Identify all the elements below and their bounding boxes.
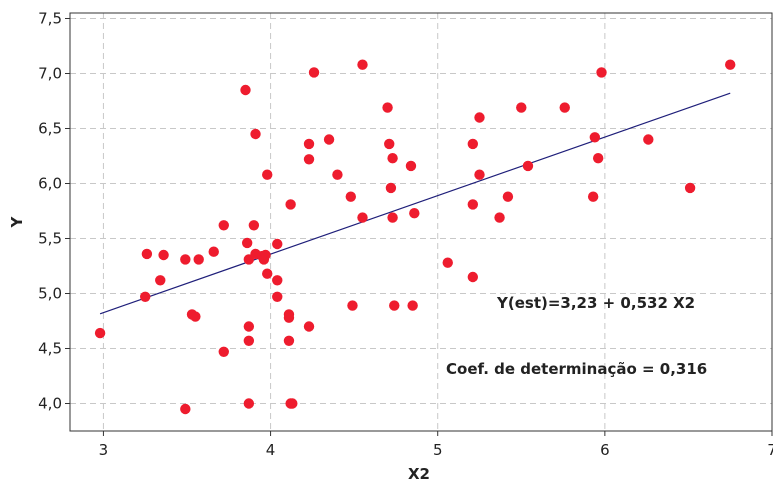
- y-tick-label: 4,0: [38, 395, 62, 413]
- data-point: [308, 67, 320, 78]
- data-point: [516, 102, 527, 113]
- data-point: [272, 238, 283, 250]
- data-point: [442, 257, 453, 268]
- data-point: [387, 212, 398, 223]
- data-point: [494, 212, 505, 223]
- regression-equation: Y(est)=3,23 + 0,532 X2: [496, 294, 695, 312]
- data-point: [243, 398, 255, 409]
- data-point: [272, 275, 283, 286]
- data-point: [248, 220, 260, 231]
- data-point: [193, 254, 204, 265]
- x-tick-label: 7: [767, 441, 773, 459]
- data-point: [382, 102, 393, 113]
- data-point: [384, 138, 395, 150]
- data-point: [243, 321, 255, 332]
- data-point: [140, 291, 151, 302]
- data-point: [474, 169, 485, 180]
- y-tick-label: 6,0: [38, 175, 62, 193]
- data-point: [303, 321, 315, 332]
- data-point: [347, 300, 358, 311]
- data-point: [323, 134, 335, 145]
- data-point: [559, 102, 570, 113]
- data-point: [218, 346, 229, 357]
- y-tick-label: 5,5: [38, 230, 62, 248]
- y-tick-label: 4,5: [38, 340, 62, 358]
- data-point: [474, 112, 485, 123]
- data-point: [385, 182, 397, 194]
- regression-line: [99, 92, 731, 315]
- data-point: [345, 191, 356, 202]
- data-point: [587, 191, 599, 202]
- data-point: [467, 271, 479, 283]
- data-point: [357, 212, 368, 223]
- data-point: [180, 403, 191, 415]
- data-point: [467, 138, 479, 150]
- data-point: [684, 182, 696, 194]
- data-point: [389, 300, 400, 311]
- x-tick-label: 3: [99, 441, 109, 459]
- data-point: [218, 220, 229, 231]
- x-tick-label: 4: [266, 441, 276, 459]
- data-point: [260, 249, 271, 261]
- data-point: [262, 169, 273, 180]
- data-point: [357, 59, 368, 70]
- data-point: [241, 237, 253, 249]
- data-point: [158, 249, 169, 261]
- plot-frame: [69, 12, 773, 432]
- data-point: [589, 132, 601, 143]
- data-point: [592, 153, 604, 164]
- fit-line-group: [99, 92, 731, 315]
- y-tick-label: 7,5: [38, 10, 62, 28]
- grid: [70, 13, 773, 431]
- y-tick-label: 7,0: [38, 65, 62, 83]
- data-point: [240, 84, 251, 96]
- data-point: [94, 327, 106, 339]
- data-point: [155, 275, 166, 286]
- coefficient-of-determination: Coef. de determinação = 0,316: [446, 360, 707, 378]
- data-point: [303, 154, 315, 165]
- y-axis-label: Y: [8, 215, 26, 228]
- data-point: [467, 199, 479, 210]
- data-points: [94, 59, 736, 415]
- data-point: [262, 268, 273, 279]
- data-point: [332, 169, 343, 180]
- y-tick-labels: 4,0 4,5 5,0 5,5 6,0 6,5 7,0 7,5: [38, 10, 70, 413]
- x-tick-label: 5: [433, 441, 443, 459]
- data-point: [180, 254, 191, 265]
- data-point: [190, 311, 201, 322]
- data-point: [725, 59, 736, 70]
- data-point: [287, 398, 298, 409]
- data-point: [303, 138, 315, 150]
- data-point: [522, 160, 534, 172]
- data-point: [283, 312, 295, 323]
- data-point: [596, 67, 607, 78]
- x-axis-label: X2: [408, 465, 430, 483]
- data-point: [283, 335, 295, 346]
- data-point: [405, 160, 417, 172]
- data-point: [141, 248, 153, 260]
- y-tick-label: 5,0: [38, 285, 62, 303]
- data-point: [387, 153, 398, 164]
- data-point: [272, 291, 283, 302]
- data-point: [407, 300, 418, 311]
- data-point: [285, 199, 296, 210]
- y-tick-label: 6,5: [38, 120, 62, 138]
- data-point: [409, 208, 420, 219]
- x-tick-labels: 3 4 5 6 7: [99, 431, 773, 459]
- data-point: [243, 335, 255, 346]
- data-point: [502, 191, 514, 202]
- data-point: [208, 246, 219, 257]
- x-tick-label: 6: [600, 441, 610, 459]
- data-point: [643, 134, 654, 145]
- data-point: [250, 128, 261, 140]
